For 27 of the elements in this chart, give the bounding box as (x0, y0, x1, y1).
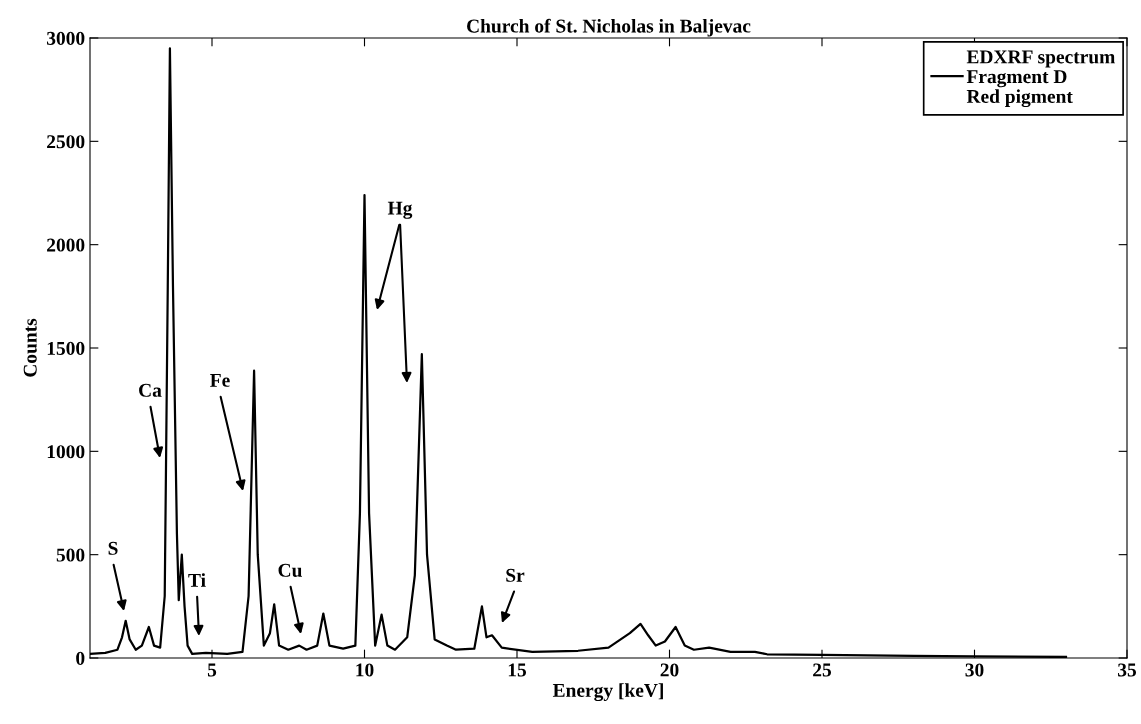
x-tick-label: 5 (207, 663, 217, 677)
annotation: Fe (210, 373, 230, 387)
y-tick-label: 2500 (47, 135, 85, 149)
annotation: S (108, 541, 118, 555)
y-tick-label: 2000 (47, 238, 85, 252)
x-tick-label: 10 (356, 663, 374, 677)
x-tick-label: 25 (813, 663, 832, 677)
y-axis-title: Counts (23, 318, 37, 377)
annotation: Ti (188, 573, 206, 587)
annotation: Ca (139, 383, 162, 397)
annotation: Hg (387, 201, 413, 219)
x-tick-label: 20 (660, 663, 679, 677)
legend-title: EDXRF spectrum (966, 50, 1115, 68)
y-tick-label: 0 (76, 651, 85, 665)
x-axis-title: Energy [keV] (552, 683, 663, 702)
x-tick-label: 35 (1118, 663, 1137, 677)
y-tick-label: 1000 (47, 445, 85, 459)
annotation: Cu (278, 563, 302, 577)
y-tick-label: 3000 (46, 31, 85, 45)
annotation: Red pigment (966, 89, 1073, 108)
y-tick-label: 1500 (47, 341, 85, 355)
y-tick-label: 500 (56, 548, 85, 562)
x-tick-label: 15 (508, 663, 527, 677)
chart-title: Church of St. Nicholas in Baljevac (467, 18, 751, 37)
annotation: Sr (506, 568, 525, 582)
legend-label: Fragment D (966, 70, 1067, 88)
x-tick-label: 30 (965, 663, 984, 677)
